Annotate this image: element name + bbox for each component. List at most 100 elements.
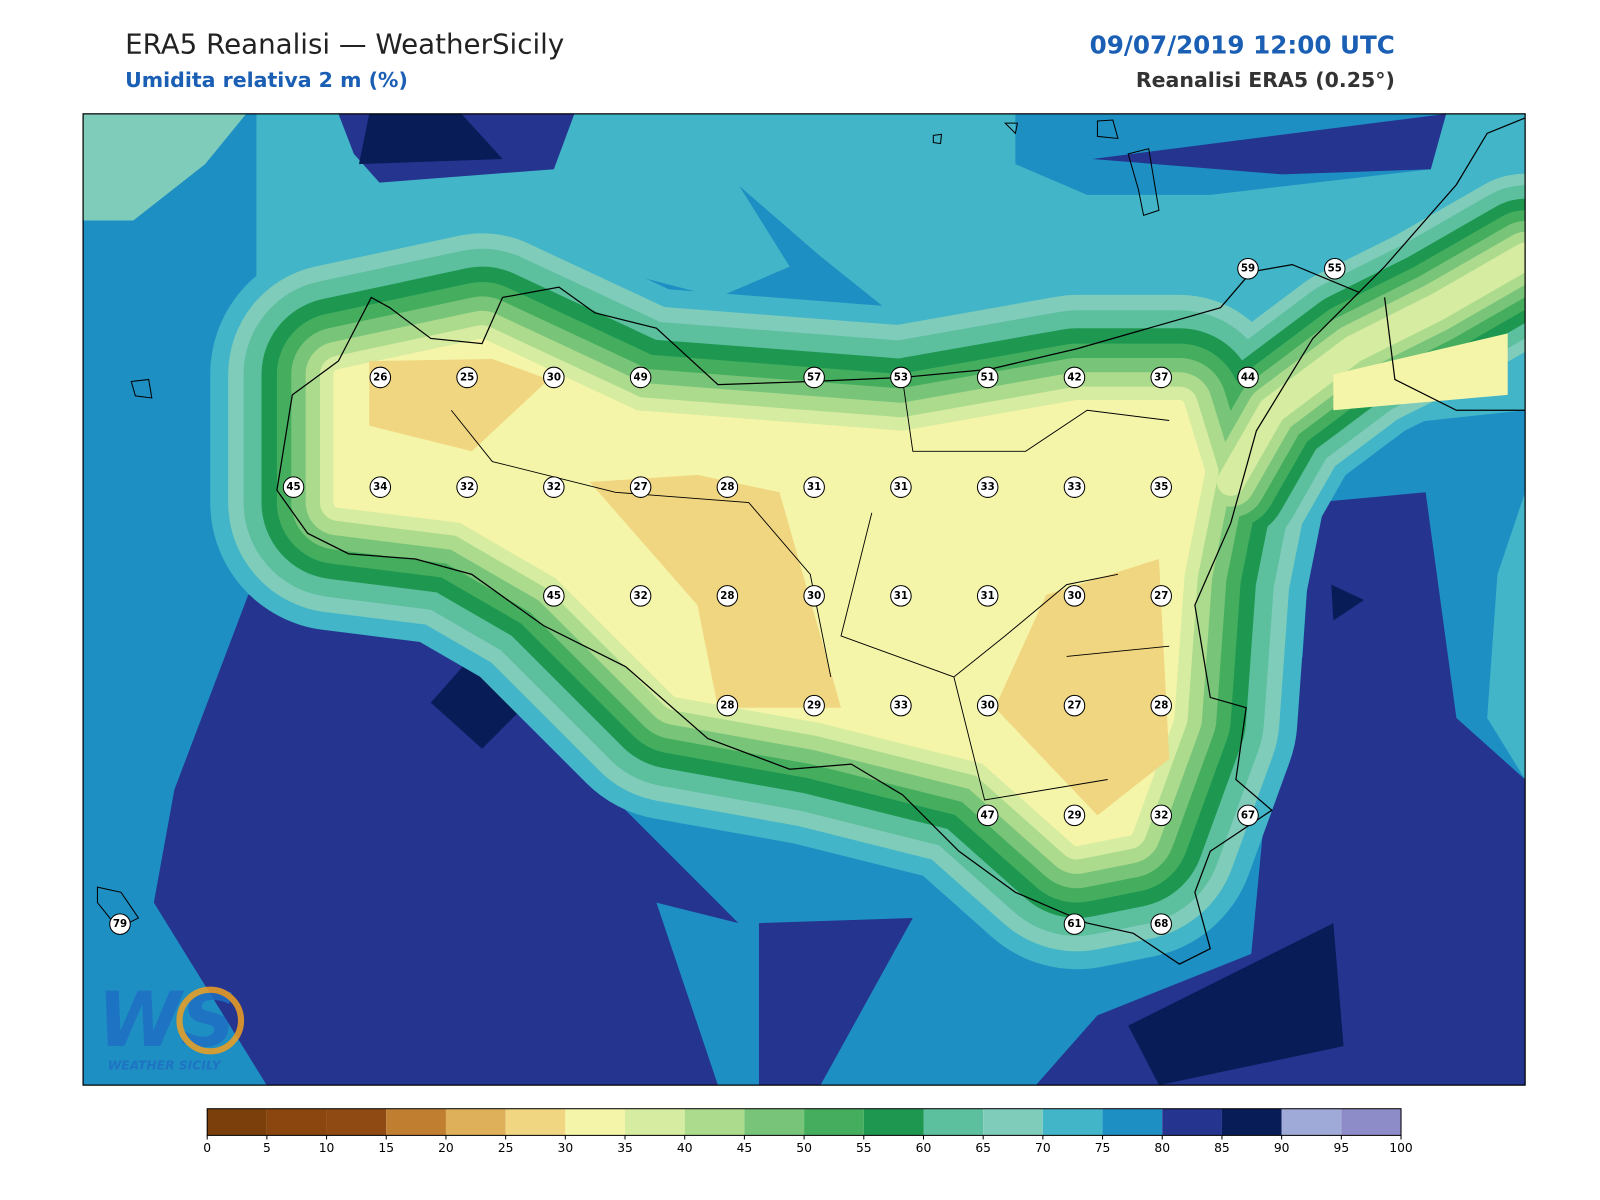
station: 79 bbox=[109, 913, 131, 935]
colorbar-segment bbox=[1102, 1108, 1163, 1136]
station: 28 bbox=[716, 476, 739, 498]
station-value: 33 bbox=[894, 700, 908, 712]
station-value: 37 bbox=[1154, 371, 1168, 383]
map-frame bbox=[82, 113, 1526, 1086]
colorbar-segment bbox=[863, 1108, 924, 1136]
logo-text: WEATHER SICILY bbox=[108, 1059, 222, 1073]
station-marker bbox=[543, 585, 565, 607]
station: 32 bbox=[629, 585, 652, 607]
station-marker bbox=[803, 585, 825, 607]
station-marker bbox=[976, 694, 999, 717]
logo-sun bbox=[176, 986, 245, 1055]
station: 45 bbox=[282, 476, 305, 498]
station-marker bbox=[369, 476, 392, 498]
station: 45 bbox=[543, 585, 565, 607]
colorbar-segment bbox=[207, 1108, 267, 1136]
station-marker bbox=[976, 585, 999, 607]
station-marker bbox=[1150, 476, 1172, 498]
station: 33 bbox=[890, 694, 912, 717]
station: 32 bbox=[1150, 804, 1172, 827]
colorbar-tick-label: 30 bbox=[558, 1141, 574, 1155]
station: 57 bbox=[803, 366, 825, 389]
colorbar-segment bbox=[565, 1108, 626, 1136]
station: 30 bbox=[976, 694, 999, 717]
date: 09/07/2019 12:00 UTC bbox=[1090, 30, 1395, 59]
station-value: 28 bbox=[1154, 700, 1168, 712]
band bbox=[758, 917, 913, 1086]
station: 51 bbox=[976, 366, 999, 389]
station-value: 30 bbox=[981, 700, 995, 712]
station: 37 bbox=[1150, 366, 1172, 389]
colorbar-tick-label: 75 bbox=[1095, 1141, 1111, 1155]
station: 44 bbox=[1237, 366, 1259, 389]
colorbar-tick-label: 25 bbox=[498, 1141, 514, 1155]
station-value: 27 bbox=[1154, 590, 1168, 602]
band bbox=[1333, 333, 1508, 411]
humidity-bands bbox=[210, 160, 1526, 970]
colorbar-segment bbox=[505, 1108, 566, 1136]
colorbar-segment bbox=[923, 1108, 984, 1136]
station-marker bbox=[369, 366, 392, 389]
station-marker bbox=[716, 476, 739, 498]
colorbar-segment bbox=[625, 1108, 685, 1136]
station-marker bbox=[1150, 804, 1172, 827]
station-value: 34 bbox=[373, 481, 387, 493]
colorbar-segment bbox=[1341, 1108, 1402, 1136]
station-value: 67 bbox=[1241, 809, 1255, 821]
station: 28 bbox=[716, 694, 739, 717]
colorbar-tick-label: 95 bbox=[1334, 1141, 1350, 1155]
colorbar-segment bbox=[266, 1108, 327, 1136]
station-value: 49 bbox=[633, 371, 647, 383]
colorbar-segment bbox=[1162, 1108, 1222, 1136]
station-marker bbox=[1150, 913, 1172, 935]
station: 59 bbox=[1237, 257, 1259, 280]
band bbox=[1331, 584, 1365, 621]
band bbox=[994, 558, 1170, 816]
field: 59 55 26 25 30 49 57 53 51 42 37 44 45 34 32 32 27 28 31 31… bbox=[83, 113, 1526, 1086]
station: 27 bbox=[1150, 585, 1172, 607]
station-value: 35 bbox=[1154, 481, 1168, 493]
station: 42 bbox=[1063, 366, 1086, 389]
title: ERA5 Reanalisi — WeatherSicily bbox=[125, 27, 564, 60]
station-value: 45 bbox=[547, 590, 561, 602]
band bbox=[589, 474, 842, 708]
source: Reanalisi ERA5 (0.25°) bbox=[1136, 68, 1395, 92]
station: 61 bbox=[1063, 913, 1086, 935]
station-value: 32 bbox=[547, 481, 561, 493]
station-value: 44 bbox=[1241, 371, 1255, 383]
station: 29 bbox=[803, 694, 825, 717]
station: 31 bbox=[890, 585, 912, 607]
station-value: 31 bbox=[981, 590, 995, 602]
band bbox=[1092, 113, 1447, 175]
station-marker bbox=[803, 366, 825, 389]
colorbar-tick-label: 80 bbox=[1154, 1141, 1170, 1155]
station: 30 bbox=[543, 366, 565, 389]
colorbar-tick-label: 60 bbox=[916, 1141, 932, 1155]
station-marker bbox=[1324, 257, 1346, 280]
colorbar-segment bbox=[1042, 1108, 1103, 1136]
station-marker bbox=[1063, 585, 1086, 607]
station: 29 bbox=[1063, 804, 1086, 827]
station-value: 33 bbox=[981, 481, 995, 493]
colorbar-tick-label: 35 bbox=[617, 1141, 633, 1155]
station-marker bbox=[716, 694, 739, 717]
station: 27 bbox=[1063, 694, 1086, 717]
station-value: 28 bbox=[720, 590, 734, 602]
station-marker bbox=[1063, 804, 1086, 827]
station-marker bbox=[716, 585, 739, 607]
province-borders bbox=[450, 379, 1170, 801]
station-value: 47 bbox=[981, 809, 995, 821]
band bbox=[1216, 242, 1526, 496]
station-marker bbox=[1237, 366, 1259, 389]
station: 28 bbox=[1150, 694, 1172, 717]
station-value: 33 bbox=[1067, 481, 1081, 493]
station-value: 27 bbox=[633, 481, 647, 493]
colorbar-tick-label: 50 bbox=[796, 1141, 812, 1155]
station-marker bbox=[803, 476, 825, 498]
colorbar-segment bbox=[326, 1108, 387, 1136]
station: 25 bbox=[456, 366, 478, 389]
station: 32 bbox=[543, 476, 565, 498]
colorbar-segment bbox=[1221, 1108, 1282, 1136]
